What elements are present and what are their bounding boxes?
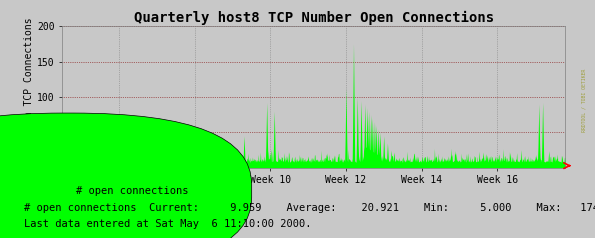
- Text: # open connections: # open connections: [76, 186, 189, 196]
- Text: # open connections  Current:     9.959    Average:    20.921    Min:     5.000  : # open connections Current: 9.959 Averag…: [24, 203, 595, 213]
- Y-axis label: Number Open TCP Connections: Number Open TCP Connections: [24, 18, 35, 176]
- Text: Last data entered at Sat May  6 11:10:00 2000.: Last data entered at Sat May 6 11:10:00 …: [24, 218, 311, 228]
- Text: RRDTOOL / TOBI OETIKER: RRDTOOL / TOBI OETIKER: [582, 68, 587, 132]
- Title: Quarterly host8 TCP Number Open Connections: Quarterly host8 TCP Number Open Connecti…: [134, 11, 494, 25]
